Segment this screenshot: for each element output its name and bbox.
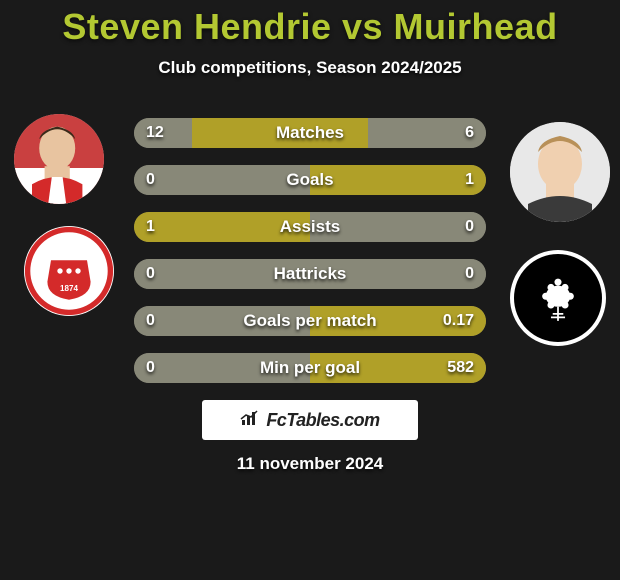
stat-bar-left-fill <box>134 212 310 242</box>
stat-row: 1Assists0 <box>134 212 486 242</box>
player-right-avatar <box>510 122 610 222</box>
stat-bar-track <box>134 165 486 195</box>
stat-bar-track <box>134 353 486 383</box>
stat-bar-right-fill <box>310 353 486 383</box>
svg-text:1874: 1874 <box>60 284 78 293</box>
comparison-title: Steven Hendrie vs Muirhead <box>0 0 620 48</box>
stat-bars: 12Matches6 0Goals1 1Assists0 0Hattricks0 0Go… <box>134 106 486 383</box>
stat-bar-track <box>134 259 486 289</box>
footer-date: 11 november 2024 <box>0 454 620 474</box>
club-left-crest: 1874 <box>24 226 114 316</box>
stat-row: 0Min per goal582 <box>134 353 486 383</box>
stat-bar-track <box>134 118 486 148</box>
player-left-avatar <box>14 114 104 204</box>
stat-row: 0Goals1 <box>134 165 486 195</box>
club-right-crest <box>510 250 606 346</box>
stat-bar-left-fill <box>192 118 310 148</box>
branding-badge: FcTables.com <box>202 400 418 440</box>
stat-bar-right-fill <box>310 306 486 336</box>
branding-text: FcTables.com <box>266 410 379 431</box>
stat-bar-track <box>134 212 486 242</box>
stat-bar-track <box>134 306 486 336</box>
stat-bar-right-fill <box>310 118 368 148</box>
stat-row: 0Goals per match0.17 <box>134 306 486 336</box>
comparison-subtitle: Club competitions, Season 2024/2025 <box>0 58 620 78</box>
comparison-body: 1874 12Matches6 0Goals1 1Assists0 0Hattrick… <box>0 106 620 383</box>
stat-bar-right-fill <box>310 165 486 195</box>
stat-row: 0Hattricks0 <box>134 259 486 289</box>
stat-row: 12Matches6 <box>134 118 486 148</box>
chart-icon <box>240 410 260 431</box>
